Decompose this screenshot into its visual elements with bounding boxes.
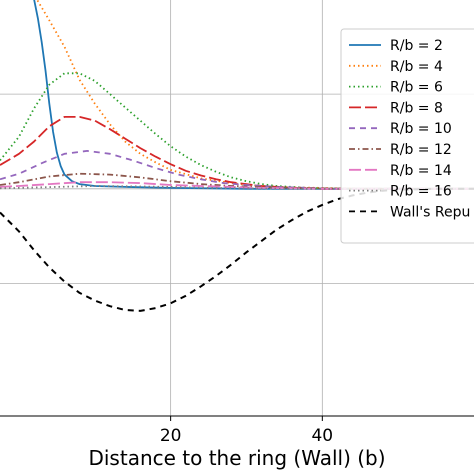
series-line-3 <box>0 116 474 190</box>
legend-label-4: R/b = 10 <box>390 121 452 137</box>
legend-label-3: R/b = 8 <box>390 100 443 116</box>
legend-label-2: R/b = 6 <box>390 80 443 96</box>
legend-label-6: R/b = 14 <box>390 163 452 179</box>
x-tick-label-0: 20 <box>160 426 182 446</box>
legend-label-1: R/b = 4 <box>390 59 443 75</box>
legend-label-7: R/b = 16 <box>390 184 452 200</box>
series-line-0 <box>33 0 474 190</box>
legend-label-0: R/b = 2 <box>390 38 443 54</box>
legend: R/b = 2 R/b = 4 R/b = 6 R/b = 8 R/b = 10 R/b … <box>340 28 474 244</box>
legend-box <box>340 28 474 244</box>
x-axis-ticks: 20 40 <box>160 416 333 446</box>
x-tick-label-1: 40 <box>311 426 333 446</box>
x-axis-label: Distance to the ring (Wall) (b) <box>88 446 385 470</box>
legend-label-8: Wall's Repu <box>390 204 470 220</box>
legend-label-5: R/b = 12 <box>390 142 452 158</box>
